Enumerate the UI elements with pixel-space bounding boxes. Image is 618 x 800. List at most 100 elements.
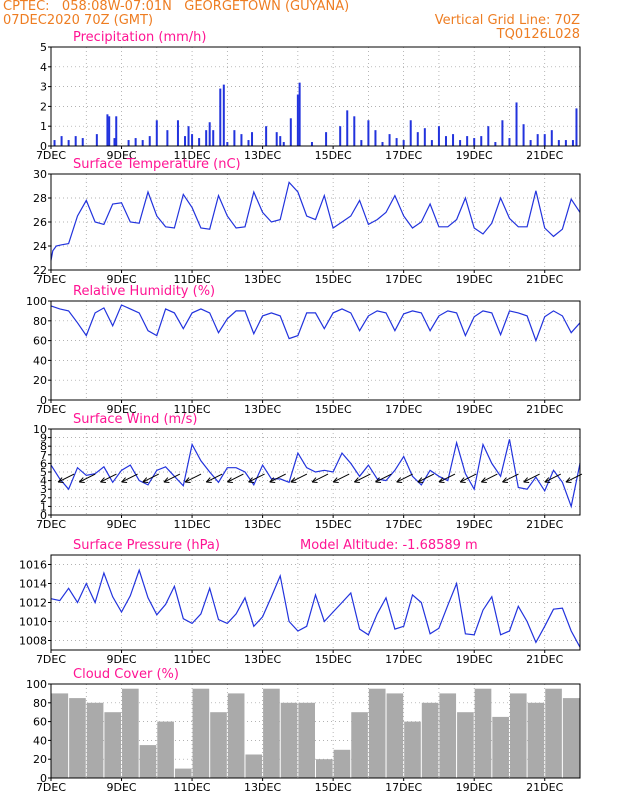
wind-arrow-head: [544, 477, 550, 483]
pressure-ytick-label: 1014: [19, 578, 47, 591]
wind-arrow: [544, 473, 562, 483]
wind-arrow: [438, 473, 456, 483]
cloud-cover-bar: [245, 754, 263, 778]
wind-arrow-head: [269, 477, 275, 483]
wind-arrow: [248, 473, 265, 483]
header-date: 07DEC2020 70Z (GMT): [3, 13, 154, 28]
cloud-cover-title: Cloud Cover (%): [73, 667, 179, 682]
precipitation-bar: [141, 140, 144, 146]
precipitation-bar: [275, 132, 278, 146]
precipitation-bar: [452, 134, 455, 146]
cloud-cover-ytick-label: 20: [33, 753, 47, 766]
humidity-title: Relative Humidity (%): [73, 284, 215, 299]
temperature-xtick-label: 17DEC: [385, 273, 422, 286]
precipitation-bar: [543, 134, 546, 146]
wind-arrow-head: [523, 481, 530, 484]
wind-ytick-label: 6: [40, 457, 47, 470]
precipitation-bar: [289, 118, 292, 146]
cloud-cover-bar: [386, 693, 404, 778]
wind-ytick-label: 1: [40, 500, 47, 513]
cloud-cover-bar: [86, 702, 104, 778]
precipitation-bar: [113, 138, 116, 146]
precipitation-ytick-label: 5: [40, 41, 47, 54]
wind-arrow-head: [565, 481, 572, 484]
precipitation-ytick-label: 4: [40, 61, 47, 74]
wind-ytick-label: 4: [40, 475, 47, 488]
precipitation-bar: [81, 138, 84, 146]
temperature-xtick-label: 13DEC: [244, 273, 281, 286]
cloud-cover-bar: [421, 702, 439, 778]
precipitation-title: Precipitation (mm/h): [73, 30, 206, 45]
cloud-cover-bar: [192, 688, 210, 778]
precipitation-xtick-label: 11DEC: [174, 149, 211, 162]
precipitation-bar: [402, 140, 405, 146]
precipitation-bar: [95, 134, 98, 146]
cloud-cover-bar: [104, 712, 122, 778]
temperature-xtick-label: 9DEC: [106, 273, 136, 286]
precipitation-bar: [437, 126, 440, 146]
precipitation-bar: [487, 126, 490, 146]
pressure-xtick-label: 17DEC: [385, 653, 422, 666]
precipitation-bar: [374, 130, 377, 146]
wind-arrow-head: [227, 481, 233, 484]
precipitation-xtick-label: 21DEC: [526, 149, 563, 162]
wind-arrow-head: [353, 477, 359, 483]
wind-arrow: [184, 473, 202, 483]
pressure-ytick-label: 1010: [19, 616, 47, 629]
wind-arrow-head: [396, 481, 403, 484]
precipitation-bar: [388, 134, 391, 146]
cloud-cover-bar: [474, 688, 492, 778]
wind-arrow: [100, 473, 117, 483]
precipitation-bar: [466, 136, 469, 146]
cloud-cover-xtick-label: 15DEC: [315, 781, 352, 794]
cloud-cover-ytick-label: 80: [33, 697, 47, 710]
wind-arrow-head: [544, 481, 551, 484]
wind-arrow-head: [438, 481, 445, 484]
wind-arrow: [163, 473, 181, 483]
precipitation-bar: [395, 138, 398, 146]
cloud-cover-bar: [509, 693, 527, 778]
cloud-cover-xtick-label: 7DEC: [36, 781, 66, 794]
wind-ytick-label: 0: [40, 509, 47, 522]
pressure-xtick-label: 13DEC: [244, 653, 281, 666]
precipitation-bar: [184, 136, 187, 146]
cloud-cover-ytick-label: 60: [33, 716, 47, 729]
cloud-cover-xtick-label: 9DEC: [106, 781, 136, 794]
wind-arrow-head: [333, 481, 339, 484]
temperature-ytick-label: 30: [33, 168, 47, 181]
precipitation-bar: [176, 120, 179, 146]
pressure-ytick-label: 1012: [19, 597, 47, 610]
cloud-cover-bar: [316, 759, 333, 778]
wind-ytick-label: 10: [33, 423, 47, 436]
wind-arrow-head: [417, 481, 424, 484]
wind-title: Surface Wind (m/s): [73, 412, 197, 427]
wind-arrow-head: [396, 477, 402, 483]
cloud-cover-xtick-label: 21DEC: [526, 781, 563, 794]
precipitation-bar: [208, 122, 211, 146]
pressure-xtick-label: 21DEC: [526, 653, 563, 666]
wind-xtick-label: 13DEC: [244, 518, 281, 531]
precipitation-xtick-label: 9DEC: [106, 149, 136, 162]
pressure-ytick-label: 1008: [19, 635, 47, 648]
cloud-cover-bar: [368, 688, 386, 778]
cloud-cover-ytick-label: 0: [40, 772, 47, 785]
pressure-series-line: [50, 568, 581, 648]
wind-arrow-head: [142, 481, 149, 484]
wind-arrow-head: [311, 481, 318, 484]
wind-arrow-head: [460, 481, 466, 484]
precipitation-bar: [251, 132, 254, 146]
precipitation-xtick-label: 17DEC: [385, 149, 422, 162]
temperature-title: Surface Temperature (nC): [73, 157, 241, 172]
precipitation-bar: [191, 134, 194, 146]
precipitation-bar: [198, 138, 201, 146]
precipitation-xtick-label: 13DEC: [244, 149, 281, 162]
wind-series-line: [50, 439, 581, 509]
wind-arrow-head: [185, 481, 191, 484]
precipitation-frame: [50, 46, 581, 147]
wind-arrow: [206, 473, 223, 483]
precipitation-xtick-label: 19DEC: [456, 149, 493, 162]
precipitation-bar: [115, 116, 118, 146]
wind-ytick-label: 7: [40, 449, 47, 462]
precipitation-bar: [367, 120, 370, 146]
cloud-cover-bar: [210, 712, 227, 778]
